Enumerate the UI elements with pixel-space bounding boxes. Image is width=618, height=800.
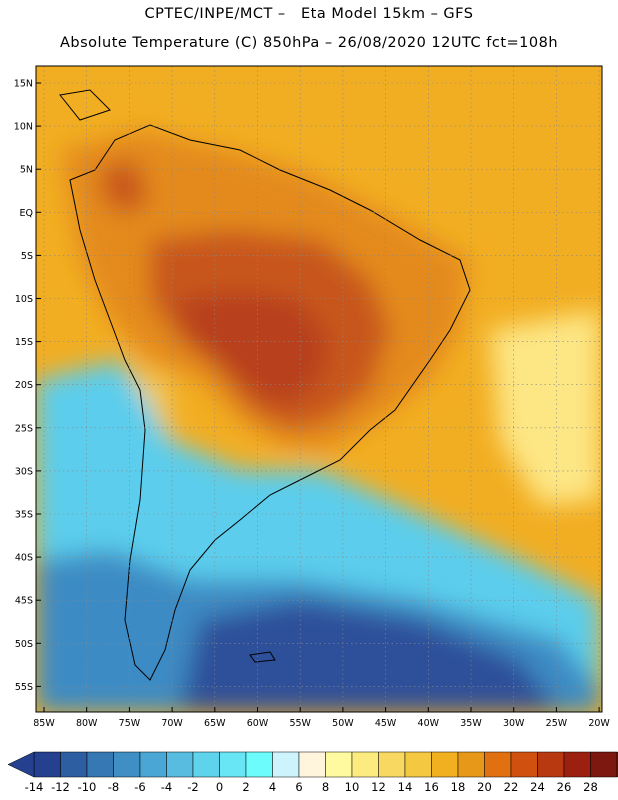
map-frame (35, 65, 603, 713)
temperature-field (36, 66, 602, 712)
colorbar-label: 16 (424, 780, 439, 794)
lon-tick-label: 40W (418, 718, 440, 729)
colorbar-label: -10 (78, 780, 97, 794)
colorbar-label: -2 (187, 780, 198, 794)
colorbar-label: 2 (242, 780, 249, 794)
lon-tick-label: 45W (375, 718, 397, 729)
colorbar-segment (431, 751, 459, 778)
latitude-axis: 15N 10N 5N EQ 5S 10S 15S 20S 25S 30S 35S 40S 45S 50S 5… (14, 79, 41, 693)
colorbar-label: -14 (25, 780, 44, 794)
colorbar-label: 22 (504, 780, 519, 794)
lat-tick-label: EQ (20, 208, 33, 219)
colorbar-label: 10 (345, 780, 360, 794)
colorbar-label: -8 (108, 780, 119, 794)
colorbar-label: 4 (269, 780, 276, 794)
falkland-islands-coast (249, 651, 276, 663)
lon-tick-label: 35W (460, 718, 482, 729)
colorbar-segment (272, 751, 300, 778)
coastline-and-borders (59, 89, 471, 681)
lat-tick-label: 5N (20, 165, 33, 176)
colorbar-segment (245, 751, 273, 778)
lat-tick-label: 15N (14, 79, 33, 90)
colorbar-label: -6 (134, 780, 145, 794)
colorbar-label: 26 (557, 780, 572, 794)
lat-tick-label: 25S (15, 423, 33, 434)
colorbar-segment (298, 751, 326, 778)
hottest-core (175, 290, 330, 405)
lon-tick-label: 55W (289, 718, 311, 729)
colorbar-label: 18 (451, 780, 466, 794)
colorbar-segment (166, 751, 194, 778)
colorbar-segment (590, 751, 618, 778)
lat-tick-label: 45S (15, 596, 33, 607)
colorbar: -14 -12 -10 -8 -6 -4 -2 0 2 4 6 8 10 12 14 16 18 20 22 24 26… (7, 751, 618, 794)
colorbar-label: 8 (322, 780, 329, 794)
lon-tick-label: 65W (204, 718, 226, 729)
colorbar-segment (60, 751, 88, 778)
colorbar-label: 20 (477, 780, 492, 794)
colorbar-label: -12 (51, 780, 70, 794)
lon-tick-label: 85W (33, 718, 55, 729)
colorbar-segment (510, 751, 538, 778)
colorbar-segment (86, 751, 114, 778)
colorbar-segment (404, 751, 432, 778)
lon-tick-label: 75W (119, 718, 141, 729)
lat-tick-label: 15S (15, 337, 33, 348)
lat-tick-label: 50S (15, 639, 33, 650)
lon-tick-label: 80W (76, 718, 98, 729)
colorbar-low-arrow (7, 751, 35, 778)
colorbar-label: -4 (161, 780, 172, 794)
lat-tick-label: 40S (15, 553, 33, 564)
colorbar-segment (563, 751, 591, 778)
colorbar-segment (113, 751, 141, 778)
deep-cold-core (180, 600, 560, 712)
lat-tick-label: 5S (21, 251, 33, 262)
colorbar-segment (457, 751, 485, 778)
colorbar-label: 28 (583, 780, 598, 794)
lat-tick-label: 35S (15, 510, 33, 521)
colorbar-segment (192, 751, 220, 778)
south-america-coast (69, 124, 471, 681)
lon-tick-label: 25W (546, 718, 568, 729)
longitude-axis: 85W 80W 75W 70W 65W 60W 55W 50W 45W 40W 35W 30W 25W 2… (33, 707, 610, 729)
lon-tick-label: 30W (503, 718, 525, 729)
colorbar-segment (139, 751, 167, 778)
lat-tick-label: 10S (15, 294, 33, 305)
lat-tick-label: 20S (15, 380, 33, 391)
colorbar-label: 6 (295, 780, 302, 794)
colorbar-segment (351, 751, 379, 778)
lon-tick-label: 20W (588, 718, 610, 729)
lon-tick-label: 60W (247, 718, 269, 729)
colorbar-label: 0 (216, 780, 223, 794)
colorbar-segment (219, 751, 247, 778)
colorbar-label: 12 (371, 780, 386, 794)
colorbar-segment (378, 751, 406, 778)
lat-tick-label: 55S (15, 682, 33, 693)
lon-tick-label: 50W (332, 718, 354, 729)
colorbar-segment (325, 751, 353, 778)
colorbar-label: 14 (398, 780, 413, 794)
header-line-1: CPTEC/INPE/MCT – Eta Model 15km – GFS (144, 6, 474, 22)
colorbar-segment (484, 751, 512, 778)
header-line-2: Absolute Temperature (C) 850hPa – 26/08/… (59, 35, 559, 51)
caribbean-islands-coast (59, 89, 111, 121)
colorbar-label: 24 (530, 780, 545, 794)
temperature-blobs (36, 130, 600, 712)
northern-hot-spot (100, 160, 150, 215)
lon-tick-label: 70W (161, 718, 183, 729)
lat-tick-label: 10N (14, 122, 33, 133)
lat-tick-label: 30S (15, 466, 33, 477)
colorbar-segment (33, 751, 61, 778)
yellow-ocean-patch (490, 310, 600, 505)
colorbar-segment (537, 751, 565, 778)
